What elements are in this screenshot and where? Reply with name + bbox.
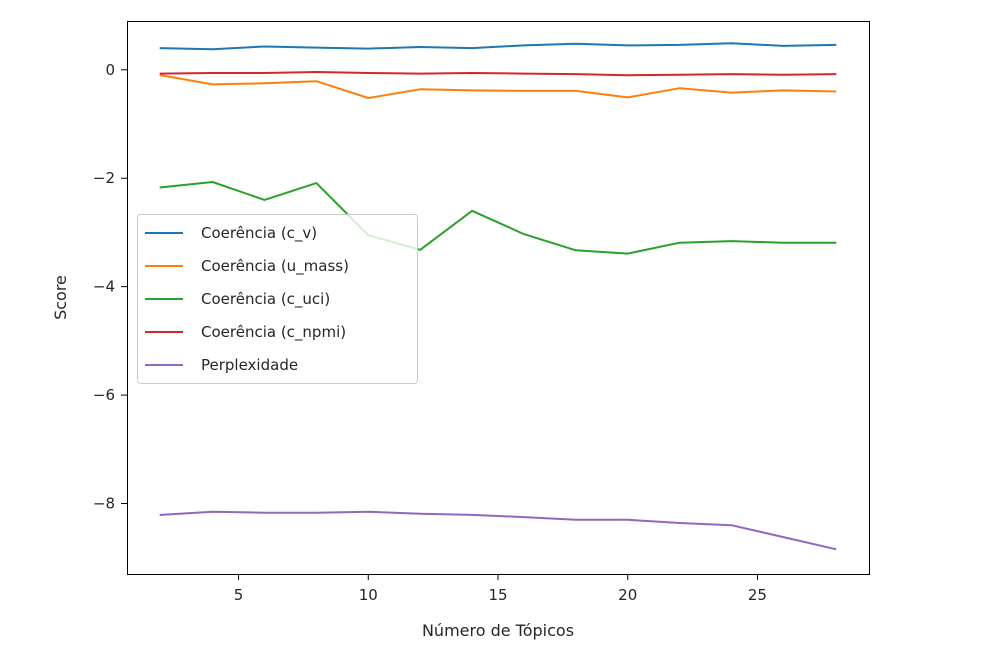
x-axis-ticks: 5 10 15 20 25 [234, 574, 767, 604]
legend-box [137, 214, 418, 384]
legend-label-1: Coerência (u_mass) [201, 257, 349, 276]
x-tick-label: 10 [359, 586, 378, 604]
series-line-1 [159, 74, 837, 99]
series-line-4 [159, 510, 837, 551]
x-tick-label: 25 [748, 586, 767, 604]
series-line-0 [159, 42, 837, 51]
legend-label-0: Coerência (c_v) [201, 224, 317, 243]
legend-label-4: Perplexidade [201, 356, 298, 374]
legend-label-3: Coerência (c_npmi) [201, 323, 346, 342]
x-tick-label: 15 [488, 586, 507, 604]
y-tick-label: −2 [93, 169, 115, 187]
series-layer [159, 42, 837, 551]
legend: Coerência (c_v) Coerência (u_mass) Coerênc… [137, 214, 418, 384]
series-line-2 [159, 181, 837, 255]
legend-label-2: Coerência (c_uci) [201, 290, 330, 309]
x-axis-label: Número de Tópicos [422, 621, 574, 640]
y-tick-label: −6 [93, 386, 115, 404]
y-axis-ticks: 0 −2 −4 −6 −8 [93, 61, 127, 513]
x-tick-label: 5 [234, 586, 244, 604]
y-tick-label: −8 [93, 495, 115, 513]
y-tick-label: 0 [105, 61, 115, 79]
x-tick-label: 20 [618, 586, 637, 604]
series-line-3 [159, 71, 837, 77]
y-axis-label: Score [51, 275, 70, 320]
y-tick-label: −4 [93, 278, 115, 296]
